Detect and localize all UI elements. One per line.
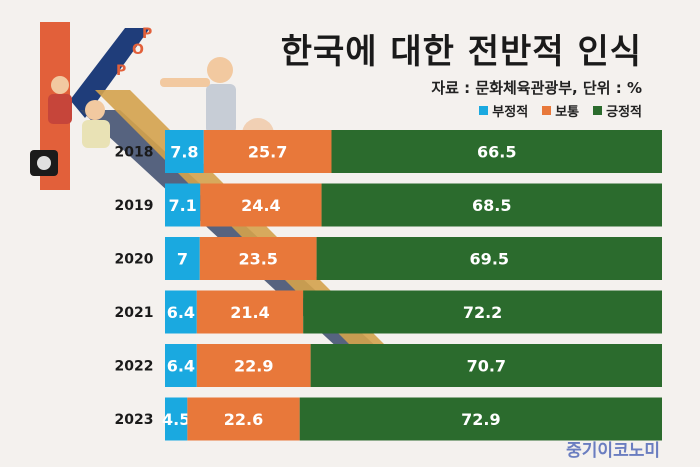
legend-item-negative: 부정적 (479, 101, 528, 120)
bar-2022-series-2 (310, 344, 662, 387)
bar-2019-series-2 (321, 183, 662, 227)
legend-swatch-negative (479, 106, 489, 115)
category-label-2020: 2020 (115, 252, 154, 268)
decor-figure-body (206, 84, 236, 134)
data-label-2019-series-1: 24.4 (241, 196, 280, 215)
data-label-2021-series-0: 6.4 (167, 303, 195, 322)
legend-swatch-neutral (542, 106, 552, 115)
legend: 부정적 보통 긍정적 (479, 101, 642, 120)
legend-label-neutral: 보통 (555, 105, 580, 120)
legend-item-neutral: 보통 (542, 101, 579, 120)
bar-2019-series-1 (200, 183, 322, 227)
bar-2020-series-0 (165, 237, 200, 280)
bar-2020-series-2 (316, 237, 662, 280)
legend-item-positive: 긍정적 (593, 101, 642, 120)
data-label-2019-series-2: 68.5 (472, 196, 511, 215)
data-label-2021-series-1: 21.4 (230, 303, 269, 322)
decor-letter-p2: P (116, 63, 126, 79)
category-label-2019: 2019 (115, 198, 154, 214)
chart-title: 한국에 대한 전반적 인식 (280, 32, 642, 72)
bar-2018-series-0 (165, 130, 204, 173)
bar-2021-series-2 (303, 290, 662, 334)
legend-label-negative: 부정적 (492, 105, 529, 120)
decor-dancer2-head (51, 76, 69, 94)
data-label-2022-series-1: 22.9 (234, 357, 273, 376)
bar-2018-series-2 (331, 130, 662, 173)
decor-figure-arm (160, 78, 210, 87)
legend-label-positive: 긍정적 (606, 105, 642, 120)
decor-dancer2-body (48, 94, 72, 124)
publisher-logo: 중기이코노미 (566, 441, 660, 461)
bar-2019-series-0 (165, 183, 201, 227)
decor-dancer-body (82, 120, 110, 148)
bar-2020-series-1 (199, 237, 317, 280)
decor-kpop-letters: P O P (116, 26, 152, 79)
decor-speaker-cone (37, 156, 51, 170)
bar-2022-series-1 (196, 344, 311, 387)
data-label-2018-series-0: 7.8 (170, 143, 198, 162)
data-label-2018-series-1: 25.7 (248, 143, 287, 162)
bar-2021-series-1 (196, 290, 304, 334)
data-label-2023-series-0: 4.5 (162, 410, 190, 429)
category-label-2021: 2021 (115, 305, 154, 321)
source-note: 자료 : 문화체육관광부, 단위 : % (431, 79, 642, 97)
bar-2018-series-1 (203, 130, 332, 173)
data-label-2023-series-2: 72.9 (461, 410, 500, 429)
category-label-2018: 2018 (115, 145, 154, 161)
data-label-2018-series-2: 66.5 (477, 143, 516, 162)
data-label-2022-series-2: 70.7 (467, 357, 506, 376)
data-label-2020-series-0: 7 (177, 250, 188, 269)
decor-dancer-head (85, 100, 105, 120)
data-label-2020-series-1: 23.5 (238, 250, 277, 269)
data-label-2020-series-2: 69.5 (470, 250, 509, 269)
category-label-2022: 2022 (115, 359, 154, 375)
decor-letter-o: O (132, 42, 144, 58)
legend-swatch-positive (593, 106, 603, 115)
decor-k-arm-upper (70, 28, 150, 118)
bar-2021-series-0 (165, 290, 197, 334)
decor-letter-p1: P (142, 26, 152, 42)
bar-2022-series-0 (165, 344, 197, 387)
category-label-2023: 2023 (115, 412, 154, 428)
bar-2023-series-0 (165, 397, 188, 441)
data-label-2023-series-1: 22.6 (224, 410, 263, 429)
data-label-2022-series-0: 6.4 (167, 357, 195, 376)
decor-figure-head (207, 57, 233, 83)
data-label-2021-series-2: 72.2 (463, 303, 502, 322)
bar-2023-series-2 (299, 397, 662, 441)
data-label-2019-series-0: 7.1 (168, 196, 196, 215)
bar-2023-series-1 (187, 397, 300, 441)
